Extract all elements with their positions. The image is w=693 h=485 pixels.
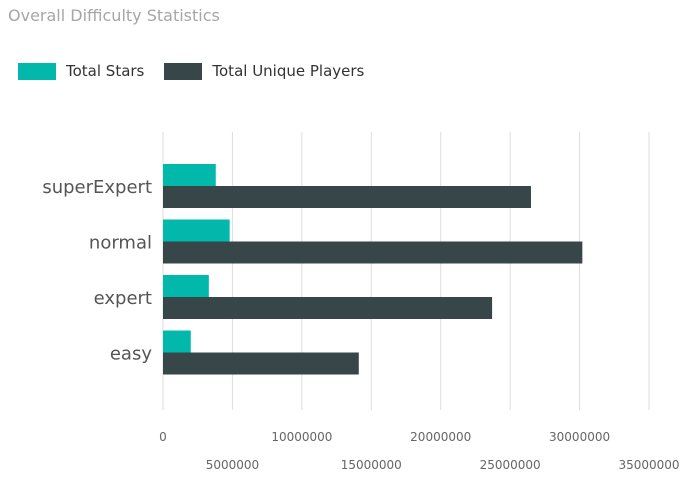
- legend-label-total-stars: Total Stars: [66, 62, 145, 80]
- legend-label-total-unique-players: Total Unique Players: [212, 62, 365, 80]
- bar-total-unique-players[interactable]: [163, 297, 493, 319]
- legend-swatch-total-stars: [18, 62, 56, 80]
- bar-total-unique-players[interactable]: [163, 241, 583, 264]
- x-tick-label: 0: [159, 430, 167, 444]
- legend-item-total-stars[interactable]: Total Stars: [18, 62, 144, 80]
- bar-total-unique-players[interactable]: [163, 352, 359, 375]
- category-label: easy: [110, 344, 152, 365]
- x-tick-label: 25000000: [480, 458, 541, 472]
- legend-item-total-unique-players[interactable]: Total Unique Players: [164, 62, 364, 80]
- category-label: expert: [94, 288, 152, 309]
- legend-swatch-total-unique-players: [164, 62, 203, 80]
- x-tick-label: 30000000: [549, 430, 610, 444]
- bar-total-stars[interactable]: [163, 275, 209, 297]
- chart-title: Overall Difficulty Statistics: [8, 6, 220, 25]
- category-label: superExpert: [42, 177, 152, 198]
- category-label: normal: [89, 233, 152, 254]
- bar-total-unique-players[interactable]: [163, 186, 531, 208]
- x-tick-label: 15000000: [341, 458, 402, 472]
- bar-total-stars[interactable]: [163, 219, 230, 242]
- x-tick-label: 10000000: [271, 430, 332, 444]
- x-tick-label: 5000000: [206, 458, 259, 472]
- chart-legend: Total Stars Total Unique Players: [18, 62, 384, 80]
- bar-total-stars[interactable]: [163, 330, 191, 353]
- x-tick-label: 35000000: [618, 458, 679, 472]
- x-tick-label: 20000000: [410, 430, 471, 444]
- bar-total-stars[interactable]: [163, 164, 216, 186]
